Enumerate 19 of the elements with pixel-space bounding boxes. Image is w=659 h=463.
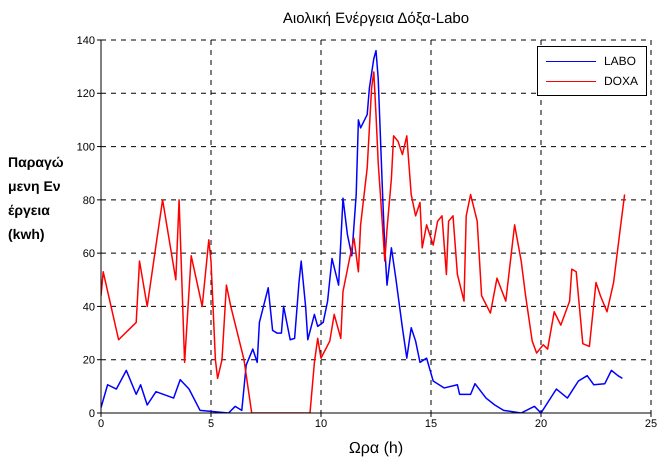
y-tick-label: 140	[76, 34, 95, 47]
y-tick-label: 0	[88, 408, 95, 420]
x-tick-label: 10	[314, 418, 328, 430]
legend-label: LABO	[604, 54, 636, 68]
x-tick-label: 0	[98, 418, 104, 430]
legend-label: DOXA	[604, 74, 638, 88]
x-tick-label: 20	[534, 418, 548, 430]
y-tick-label: 20	[82, 354, 95, 367]
y-tick-label: 120	[76, 88, 95, 100]
y-tick-label: 60	[82, 248, 95, 260]
x-tick-label: 15	[424, 418, 438, 430]
y-tick-label: 100	[76, 141, 95, 154]
x-tick-label: 25	[644, 418, 658, 430]
x-tick-label: 5	[208, 418, 214, 430]
y-axis-title: Παραγώμενη Ενέργεια (kwh)	[8, 153, 65, 244]
y-tick-label: 80	[82, 194, 95, 207]
chart-title: Αιολική Ενέργεια Δόξα-Labo	[282, 10, 470, 27]
x-axis-title: Ωρα (h)	[348, 440, 404, 458]
y-tick-label: 40	[82, 301, 95, 314]
